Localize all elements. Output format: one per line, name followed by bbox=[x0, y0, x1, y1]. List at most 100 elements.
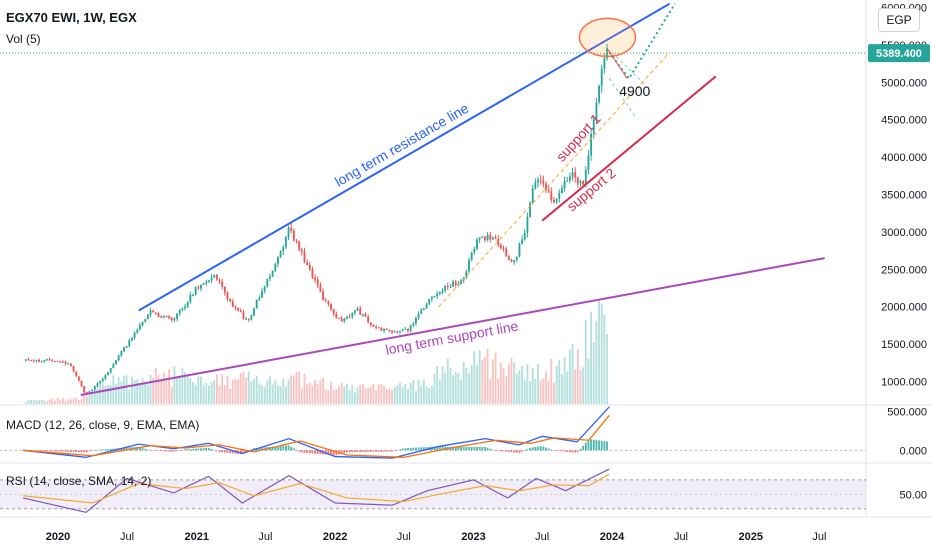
volume-bar bbox=[489, 378, 492, 404]
candle-body bbox=[330, 303, 332, 310]
macd-histogram-bar bbox=[396, 450, 399, 451]
candle-body bbox=[303, 251, 306, 263]
volume-bar bbox=[558, 360, 561, 404]
currency-button[interactable]: EGP bbox=[878, 8, 920, 32]
macd-histogram-bar bbox=[539, 446, 542, 451]
macd-histogram-bar bbox=[292, 448, 295, 451]
volume-bar bbox=[473, 351, 476, 404]
time-tick-label: 2021 bbox=[185, 531, 209, 543]
macd-histogram-bar bbox=[184, 449, 186, 451]
volume-bar bbox=[138, 383, 141, 404]
candle-body bbox=[377, 327, 380, 329]
macd-histogram-bar bbox=[515, 450, 518, 453]
volume-bar bbox=[537, 364, 539, 404]
macd-histogram-bar bbox=[149, 450, 152, 451]
candle-body bbox=[207, 280, 210, 282]
rsi-legend[interactable]: RSI (14, close, SMA, 14, 2) bbox=[6, 474, 152, 488]
volume-bar bbox=[85, 396, 88, 404]
macd-legend[interactable]: MACD (12, 26, close, 9, EMA, EMA) bbox=[6, 418, 200, 432]
macd-histogram-bar bbox=[104, 449, 107, 451]
volume-bar bbox=[295, 372, 298, 404]
candle-body bbox=[367, 316, 370, 323]
candle-body bbox=[258, 297, 261, 300]
macd-histogram-bar bbox=[584, 442, 587, 451]
macd-histogram-bar bbox=[48, 450, 51, 452]
macd-histogram-bar bbox=[478, 446, 481, 451]
candle-body bbox=[210, 277, 213, 281]
time-tick-label: Jul bbox=[674, 531, 688, 543]
volume-bar bbox=[205, 382, 208, 404]
candle-body bbox=[590, 133, 593, 156]
candle-body bbox=[91, 389, 94, 392]
volume-bar bbox=[181, 367, 184, 404]
candle-body bbox=[38, 359, 40, 362]
candle-body bbox=[436, 293, 439, 297]
macd-histogram-bar bbox=[460, 446, 462, 451]
candle-body bbox=[407, 328, 409, 331]
volume-bar bbox=[314, 379, 317, 404]
volume-bar bbox=[125, 375, 128, 404]
macd-histogram-bar bbox=[603, 441, 606, 451]
volume-bar bbox=[600, 303, 603, 404]
volume-bar bbox=[319, 380, 322, 404]
time-tick-label: Jul bbox=[397, 531, 411, 543]
candle-body bbox=[417, 313, 420, 318]
volume-bar bbox=[160, 380, 163, 404]
macd-histogram-bar bbox=[99, 449, 102, 451]
candle-body bbox=[476, 239, 478, 249]
volume-bar bbox=[356, 387, 359, 404]
candle-body bbox=[192, 294, 194, 296]
volume-bar bbox=[531, 367, 534, 404]
candle-body bbox=[99, 381, 102, 384]
last-price-badge bbox=[868, 44, 930, 63]
candle-body bbox=[189, 294, 192, 303]
volume-legend[interactable]: Vol (5) bbox=[6, 32, 41, 46]
volume-bar bbox=[72, 398, 75, 404]
macd-histogram-bar bbox=[59, 450, 62, 452]
rsi-tick-label: 50.00 bbox=[899, 489, 927, 501]
macd-histogram-bar bbox=[385, 450, 388, 452]
volume-bar bbox=[574, 369, 577, 404]
candle-body bbox=[75, 371, 78, 377]
macd-histogram-bar bbox=[534, 446, 537, 451]
candle-body bbox=[279, 251, 282, 258]
macd-histogram-bar bbox=[367, 450, 370, 452]
candle-body bbox=[35, 359, 38, 361]
volume-bar bbox=[430, 385, 433, 404]
symbol-legend[interactable]: EGX70 EWI, 1W, EGX bbox=[6, 10, 137, 25]
candle-body bbox=[592, 119, 595, 134]
volume-bar bbox=[242, 371, 245, 404]
candle-body bbox=[77, 376, 80, 381]
pullback-channel-bottom bbox=[608, 78, 636, 117]
macd-histogram-bar bbox=[141, 447, 144, 451]
volume-bar bbox=[170, 387, 173, 404]
candle-body bbox=[449, 286, 452, 288]
macd-histogram-bar bbox=[308, 450, 311, 454]
candle-body bbox=[399, 330, 401, 333]
volume-bar bbox=[518, 370, 521, 404]
candle-body bbox=[314, 277, 317, 280]
macd-histogram-bar bbox=[112, 448, 115, 451]
macd-histogram-bar bbox=[531, 447, 534, 451]
macd-histogram-bar bbox=[210, 448, 213, 451]
volume-bar bbox=[465, 367, 468, 404]
support-2-label: support 2 bbox=[564, 165, 619, 215]
volume-bar bbox=[481, 359, 484, 404]
candle-body bbox=[62, 361, 64, 363]
candle-body bbox=[598, 85, 601, 103]
macd-histogram-bar bbox=[35, 450, 38, 451]
volume-bar bbox=[361, 383, 364, 404]
candle-body bbox=[250, 315, 253, 320]
candle-body bbox=[356, 308, 359, 311]
volume-bar bbox=[338, 386, 340, 404]
macd-histogram-bar bbox=[162, 450, 165, 452]
candle-body bbox=[409, 325, 412, 331]
candle-body bbox=[64, 361, 67, 364]
volume-bar bbox=[141, 377, 144, 404]
candle-body bbox=[412, 323, 415, 326]
macd-histogram-bar bbox=[510, 450, 513, 453]
candle-body bbox=[441, 290, 444, 292]
candle-body bbox=[51, 360, 54, 362]
volume-bar bbox=[563, 357, 566, 404]
